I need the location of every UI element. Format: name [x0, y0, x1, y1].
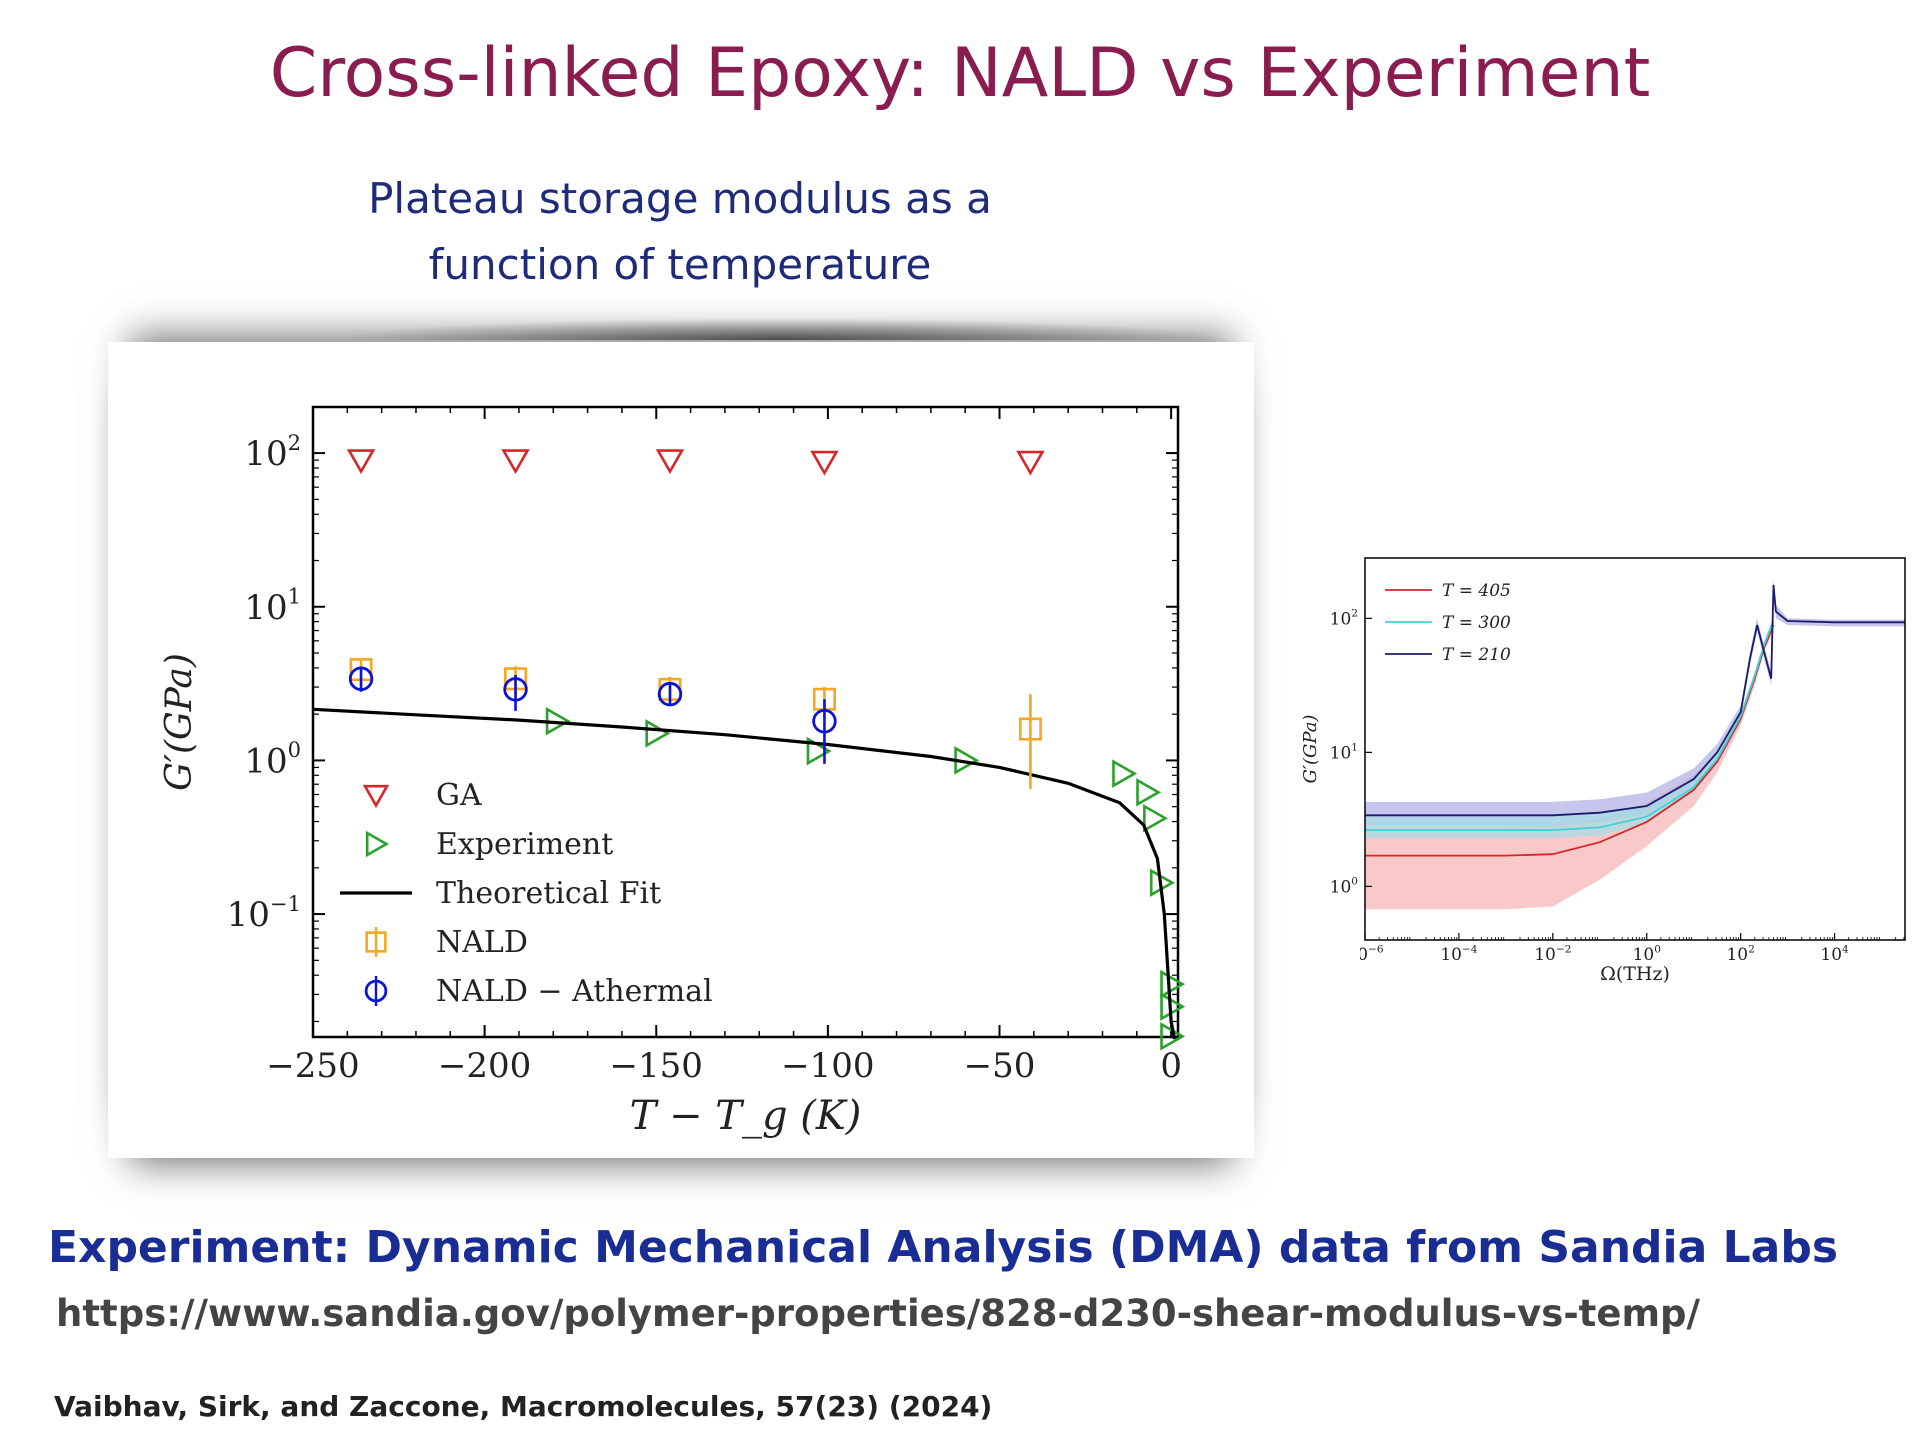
- x-tick-label: 10−6: [1360, 943, 1384, 965]
- series-line: [1365, 584, 1905, 817]
- legend-label: NALD: [436, 925, 528, 960]
- legend-label: T = 405: [1442, 581, 1511, 601]
- marker-circle: [812, 708, 837, 734]
- series-line: [1365, 620, 1775, 832]
- legend-label: NALD − Athermal: [436, 974, 713, 1009]
- y-tick-label: 101: [244, 583, 301, 627]
- x-axis-label: T − T_g (K): [630, 1093, 862, 1139]
- series-nald-athermal: [348, 666, 837, 764]
- y-tick-label: 102: [1330, 608, 1358, 630]
- marker-triangle-right: [1160, 969, 1186, 999]
- y-tick-label: 101: [1330, 742, 1358, 764]
- y-tick-label: 100: [244, 737, 301, 781]
- marker-triangle-down: [810, 450, 839, 476]
- y-tick-label: 100: [1330, 876, 1358, 898]
- source-url[interactable]: https://www.sandia.gov/polymer-propertie…: [56, 1292, 1701, 1335]
- plot-frame: [1364, 557, 1906, 941]
- y-tick-label: 102: [244, 430, 301, 474]
- marker-circle: [348, 666, 374, 691]
- subtitle-line-2: function of temperature: [428, 240, 932, 289]
- marker-triangle-down: [501, 449, 530, 475]
- plot-frame: [311, 405, 1180, 1039]
- marker-circle: [657, 681, 683, 707]
- series-nald: [349, 658, 1042, 790]
- x-tick-label: 100: [1633, 943, 1661, 965]
- legend-label: T = 210: [1442, 645, 1511, 665]
- x-tick-label: 10−2: [1534, 943, 1571, 965]
- legend-label: GA: [436, 778, 482, 813]
- marker-square: [365, 931, 387, 953]
- marker-triangle-down: [346, 449, 376, 475]
- y-tick-label: 10−1: [227, 891, 301, 935]
- marker-square: [1018, 717, 1042, 741]
- storage-modulus-vs-temperature-chart: −250 −200 −150 −100 −50 0 10−1 100 101 102 T − T_g…: [159, 405, 1186, 1139]
- marker-circle: [364, 979, 388, 1003]
- x-tick-label: −50: [964, 1046, 1036, 1086]
- frequency-chart-panel: 10−6 10−4 10−2 100 102 104 Ω(THz) T = 405 T = 30…: [1360, 540, 1920, 1010]
- y-axis-label: G′(GPa): [159, 653, 200, 791]
- marker-circle: [503, 677, 528, 702]
- x-tick-label: 102: [1726, 943, 1754, 965]
- marker-triangle-right: [645, 719, 671, 748]
- legend-label: T = 300: [1442, 613, 1511, 633]
- series-ga: [346, 449, 1045, 476]
- marker-triangle-right: [1136, 778, 1162, 807]
- main-chart-panel: −250 −200 −150 −100 −50 0 10−1 100 101 102 T − T_g…: [108, 342, 1254, 1158]
- marker-triangle-down: [1016, 450, 1045, 476]
- frequency-chart-y-axis: 100 101 102 G′(GPa): [1300, 608, 1358, 898]
- marker-triangle-right: [1112, 759, 1138, 788]
- x-tick-label: 10−4: [1440, 943, 1477, 965]
- marker-triangle-down: [655, 449, 685, 475]
- legend: GA Experiment Theoretical Fit NALD NALD − At…: [340, 778, 713, 1009]
- theoretical-fit-curve: [312, 707, 1177, 1040]
- x-tick-label: −150: [610, 1046, 703, 1086]
- series-theoretical-fit: [312, 707, 1177, 1040]
- citation: Vaibhav, Sirk, and Zaccone, Macromolecul…: [54, 1390, 993, 1423]
- y-axis-label: G′(GPa): [1300, 715, 1321, 784]
- x-tick-label: 104: [1820, 943, 1849, 965]
- experiment-note: Experiment: Dynamic Mechanical Analysis …: [48, 1222, 1839, 1273]
- x-tick-label: 0: [1160, 1046, 1182, 1086]
- marker-triangle-right: [1143, 804, 1168, 833]
- storage-modulus-vs-frequency-chart: 10−6 10−4 10−2 100 102 104 Ω(THz) T = 405 T = 30…: [1360, 557, 1906, 985]
- slide-title: Cross-linked Epoxy: NALD vs Experiment: [269, 34, 1651, 113]
- x-tick-label: −100: [781, 1046, 874, 1086]
- marker-triangle-right: [365, 830, 390, 858]
- x-axis-label: Ω(THz): [1600, 963, 1670, 985]
- x-tick-label: −250: [266, 1046, 359, 1086]
- marker-triangle-down: [362, 784, 390, 809]
- panel-shadow: [330, 318, 1230, 340]
- x-tick-label: −200: [438, 1046, 531, 1086]
- subtitle-line-1: Plateau storage modulus as a: [368, 174, 992, 223]
- legend-label: Experiment: [436, 827, 613, 862]
- legend-label: Theoretical Fit: [436, 876, 661, 911]
- slide-subtitle: Plateau storage modulus as a function of…: [330, 166, 1030, 298]
